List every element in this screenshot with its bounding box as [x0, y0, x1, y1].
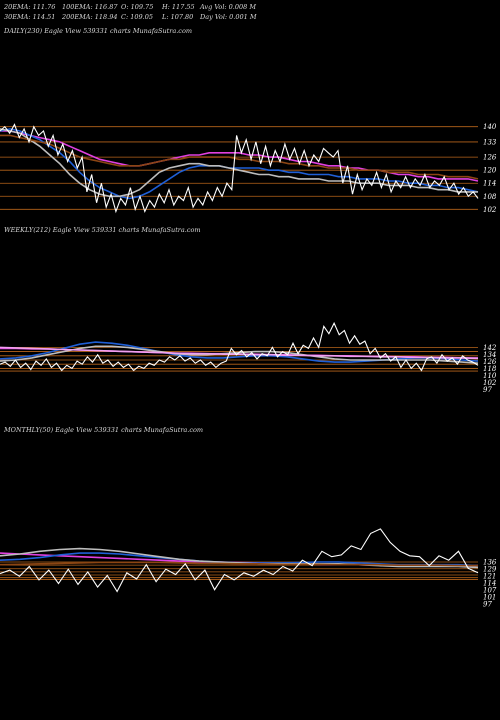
daily-tick-label: 120: [483, 167, 497, 175]
monthly-tick-label: 136: [483, 559, 497, 567]
daily-ema-line-0: [0, 130, 479, 182]
monthly-tick-label: 97: [483, 601, 492, 609]
daily-tick-label: 108: [483, 193, 497, 201]
monthly-tick-label: 114: [483, 580, 496, 588]
monthly-tick-label: 101: [483, 594, 496, 602]
header-avg-vol: Avg Vol: 0.008 M: [200, 3, 257, 11]
monthly-tick-label: 129: [483, 566, 497, 574]
weekly-price-line: [0, 321, 479, 372]
header-low: L: 107.80: [162, 13, 194, 21]
weekly-tick-label: 102: [483, 379, 497, 387]
weekly-tick-label: 134: [483, 351, 496, 359]
monthly-panel-label: MONTHLY(50) Eagle View 539331 charts Mun…: [4, 426, 204, 434]
weekly-ema-line-1: [0, 341, 479, 363]
daily-panel-label: DAILY(230) Eagle View 539331 charts Muna…: [4, 27, 193, 35]
daily-tick-label: 126: [483, 154, 497, 162]
header-high: H: 117.55: [162, 3, 195, 11]
header-30ema: 30EMA: 114.51: [4, 13, 56, 21]
daily-price-line: [0, 123, 479, 214]
header-open: O: 109.75: [121, 3, 154, 11]
header-day-vol: Day Vol: 0.001 M: [200, 13, 257, 21]
monthly-ema-line-3: [0, 561, 478, 567]
daily-ema-line-1: [0, 128, 479, 200]
daily-tick-label: 114: [483, 180, 496, 188]
daily-tick-label: 140: [483, 123, 497, 131]
header-row-2: 30EMA: 114.51 200EMA: 118.94 C: 109.05 L…: [4, 13, 498, 22]
monthly-tick-label: 121: [483, 573, 496, 581]
weekly-tick-label: 118: [483, 365, 497, 373]
monthly-tick-label: 107: [483, 587, 497, 595]
header-close: C: 109.05: [121, 13, 153, 21]
weekly-tick-label: 110: [483, 372, 497, 380]
header-20ema: 20EMA: 111.76: [4, 3, 56, 11]
monthly-price-line: [0, 528, 479, 593]
daily-tick-label: 133: [483, 138, 497, 146]
header-200ema: 200EMA: 118.94: [62, 13, 118, 21]
daily-tick-label: 102: [483, 206, 497, 214]
monthly-ema-line-2: [0, 547, 479, 569]
daily-ema-line-3: [0, 134, 479, 180]
weekly-tick-label: 126: [483, 358, 497, 366]
weekly-tick-label: 97: [483, 386, 492, 394]
header-100ema: 100EMA: 116.87: [62, 3, 118, 11]
daily-ema-line-2: [0, 128, 478, 198]
weekly-ema-line-3: [0, 346, 479, 360]
header-row-1: 20EMA: 111.76 100EMA: 116.87 O: 109.75 H…: [4, 3, 498, 12]
weekly-tick-label: 142: [483, 344, 497, 352]
daily-chart: 140 133 126 120 114 108 102: [0, 123, 497, 214]
weekly-panel-label: WEEKLY(212) Eagle View 539331 charts Mun…: [4, 226, 201, 234]
